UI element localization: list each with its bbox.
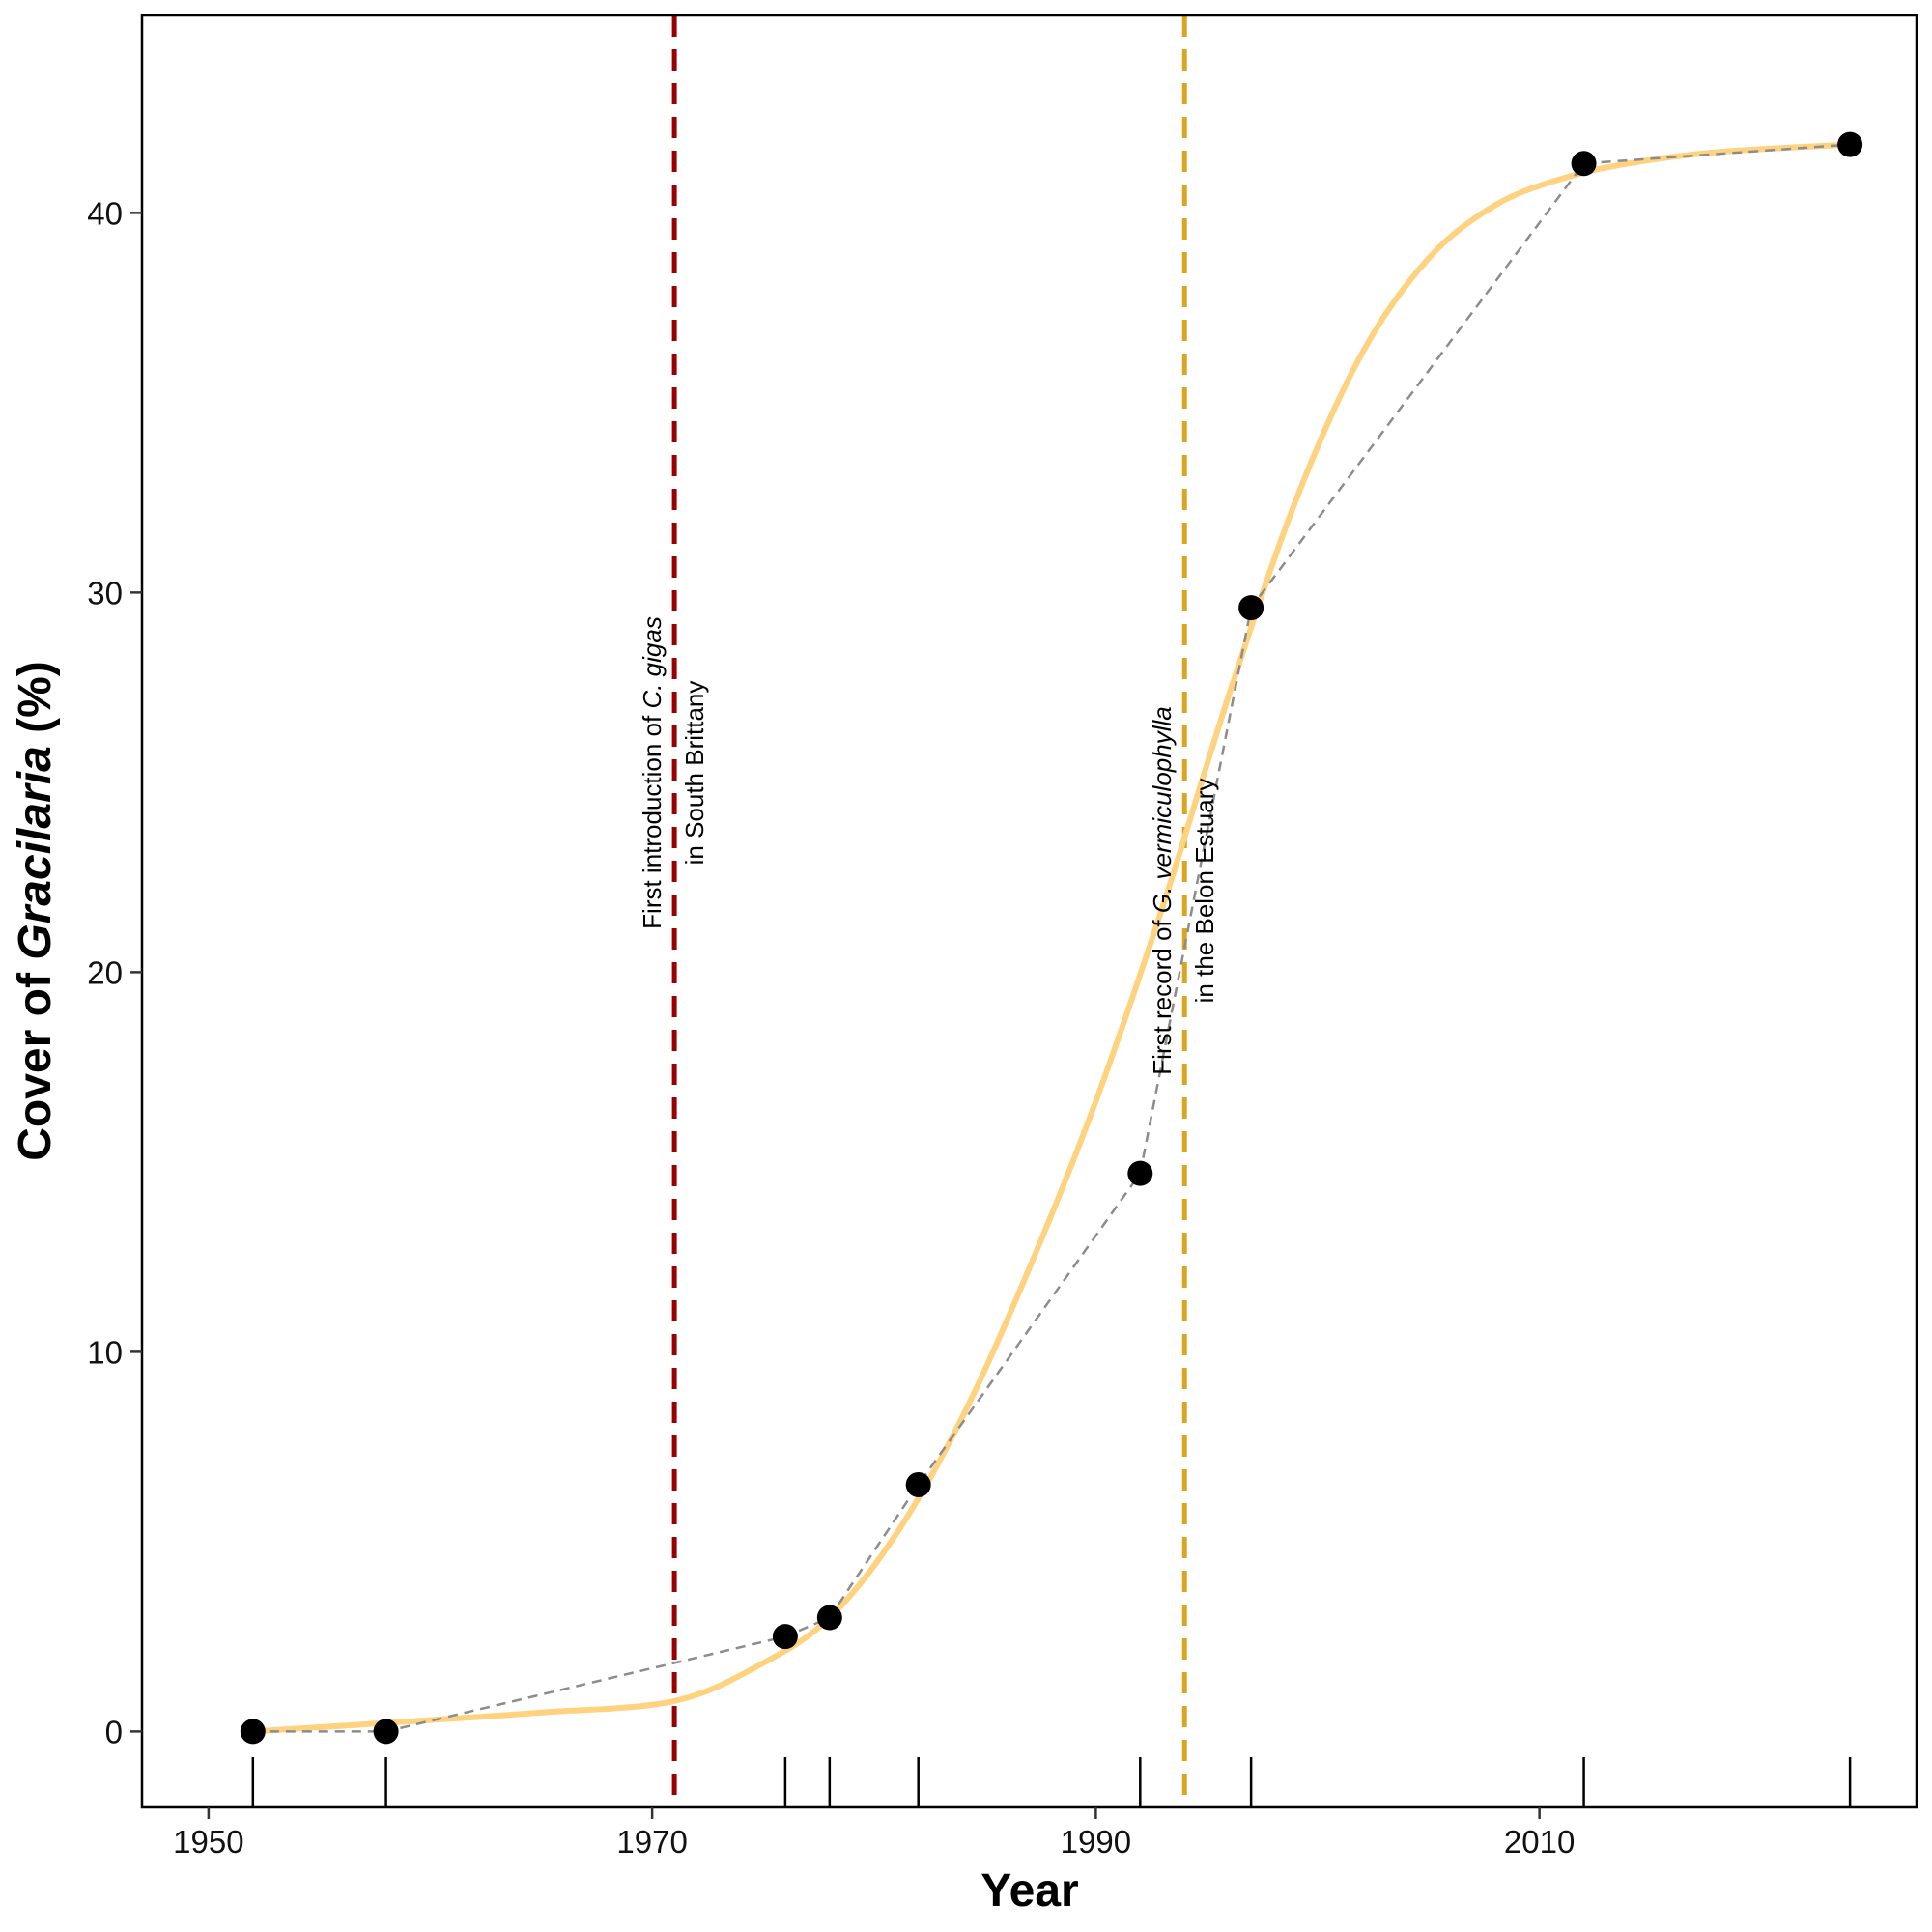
event-label-line1: First record of G. vermiculophylla <box>1148 706 1177 1074</box>
event-label-line1: First introduction of C. gigas <box>638 616 667 929</box>
observation-line-layer <box>252 143 1851 1733</box>
observation-connector-line <box>252 143 1851 1733</box>
y-axis-title-suffix: (%) <box>10 661 61 746</box>
y-tick-label: 40 <box>87 195 123 231</box>
x-tick-label: 1990 <box>1061 1824 1131 1860</box>
fitted-curve <box>249 141 1854 1735</box>
y-axis-title-italic: Gracilaria <box>10 746 61 959</box>
rug-layer <box>251 1757 1852 1807</box>
x-tick-label: 1970 <box>616 1824 687 1860</box>
x-tick-label: 1950 <box>173 1824 243 1860</box>
data-point <box>772 1624 798 1650</box>
event-label-line2: in the Belon Estuary <box>1190 779 1219 1004</box>
data-points <box>240 131 1863 1745</box>
data-point <box>240 1719 266 1745</box>
event-annotations: First introduction of C. gigas in South B… <box>638 616 1219 1075</box>
x-tick-label: 2010 <box>1504 1824 1575 1860</box>
event-label-line2: in South Brittany <box>680 681 709 866</box>
event-lines <box>671 15 1187 1807</box>
y-tick-label: 20 <box>87 954 123 990</box>
data-point <box>816 1605 842 1631</box>
x-axis: 1950 1970 1990 2010 <box>173 1807 1575 1860</box>
y-tick-label: 30 <box>87 575 123 611</box>
y-axis: 0 10 20 30 40 <box>87 195 142 1749</box>
plot-frame <box>140 14 1918 1809</box>
data-point <box>1238 595 1264 621</box>
y-tick-label: 10 <box>87 1334 123 1370</box>
event-label-italic: G. vermiculophylla <box>1148 706 1177 913</box>
x-axis-title: Year <box>980 1865 1078 1917</box>
y-axis-title: Cover of Gracilaria (%) <box>10 661 61 1161</box>
event-label-italic: C. gigas <box>638 616 667 708</box>
y-tick-label: 0 <box>105 1714 123 1749</box>
data-point <box>1571 151 1597 177</box>
fitted-curve-layer <box>249 141 1854 1735</box>
data-point <box>1127 1160 1153 1186</box>
data-point <box>905 1471 931 1497</box>
data-point <box>373 1719 399 1745</box>
event-label-plain: First introduction of <box>638 709 667 929</box>
event-label-plain: First record of <box>1148 913 1177 1075</box>
data-point <box>1837 131 1863 157</box>
y-axis-title-prefix: Cover of <box>10 960 61 1161</box>
